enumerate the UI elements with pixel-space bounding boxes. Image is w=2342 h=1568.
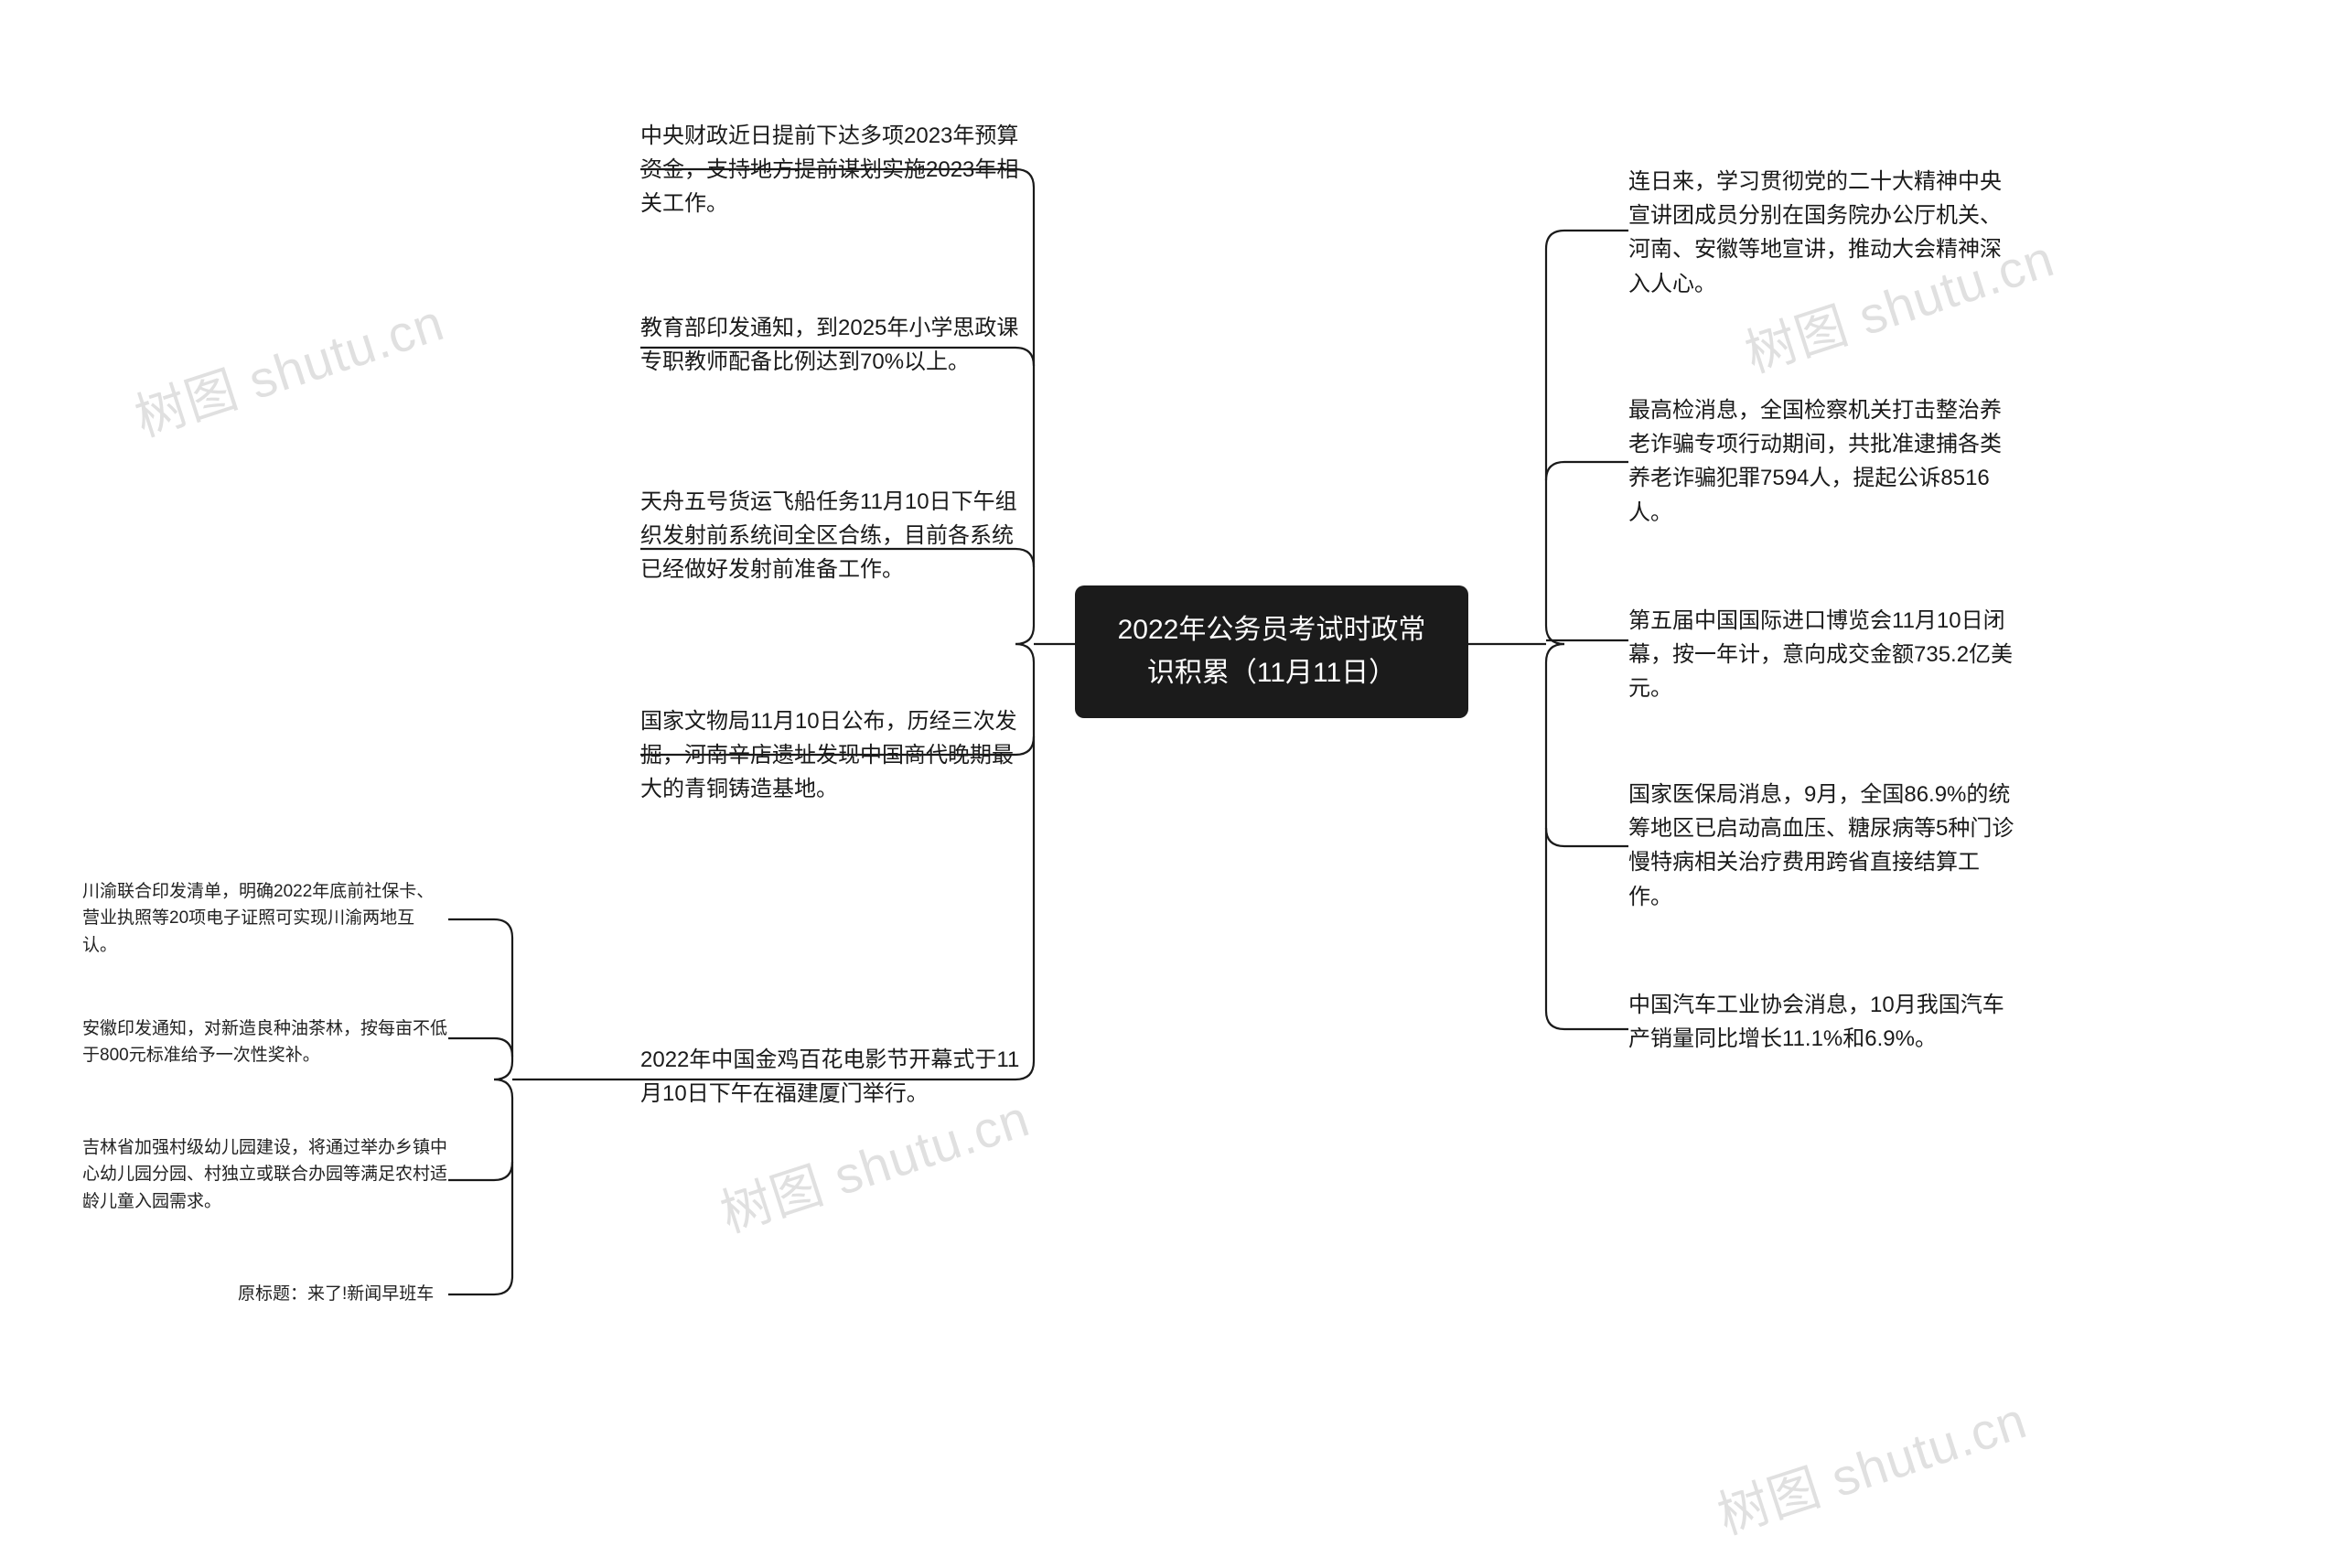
center-line1: 2022年公务员考试时政常 xyxy=(1118,615,1426,645)
left-node-2: 天舟五号货运飞船任务11月10日下午组织发射前系统间全区合练，目前各系统已经做好… xyxy=(640,485,1025,587)
sub-node-3: 原标题：来了!新闻早班车 xyxy=(238,1281,448,1307)
right-node-0: 连日来，学习贯彻党的二十大精神中央宣讲团成员分别在国务院办公厅机关、河南、安徽等… xyxy=(1628,165,2022,301)
watermark: 树图 shutu.cn xyxy=(1707,1380,2035,1549)
left-node-0: 中央财政近日提前下达多项2023年预算资金，支持地方提前谋划实施2023年相关工… xyxy=(640,119,1025,221)
right-node-3: 国家医保局消息，9月，全国86.9%的统筹地区已启动高血压、糖尿病等5种门诊慢特… xyxy=(1628,778,2022,914)
left-node-3: 国家文物局11月10日公布，历经三次发掘，河南辛店遗址发现中国商代晚期最大的青铜… xyxy=(640,704,1025,807)
sub-node-2: 吉林省加强村级幼儿园建设，将通过举办乡镇中心幼儿园分园、村独立或联合办园等满足农… xyxy=(82,1134,448,1215)
left-node-4: 2022年中国金鸡百花电影节开幕式于11月10日下午在福建厦门举行。 xyxy=(640,1043,1025,1111)
right-node-1: 最高检消息，全国检察机关打击整治养老诈骗专项行动期间，共批准逮捕各类养老诈骗犯罪… xyxy=(1628,393,2022,530)
center-topic: 2022年公务员考试时政常 识积累（11月11日） xyxy=(1075,585,1468,718)
watermark: 树图 shutu.cn xyxy=(124,282,452,451)
sub-node-1: 安徽印发通知，对新造良种油茶林，按每亩不低于800元标准给予一次性奖补。 xyxy=(82,1015,448,1069)
right-node-2: 第五届中国国际进口博览会11月10日闭幕，按一年计，意向成交金额735.2亿美元… xyxy=(1628,604,2022,706)
right-node-4: 中国汽车工业协会消息，10月我国汽车产销量同比增长11.1%和6.9%。 xyxy=(1628,988,2022,1056)
center-line2: 识积累（11月11日） xyxy=(1147,658,1396,688)
sub-node-0: 川渝联合印发清单，明确2022年底前社保卡、营业执照等20项电子证照可实现川渝两… xyxy=(82,878,448,959)
left-node-1: 教育部印发通知，到2025年小学思政课专职教师配备比例达到70%以上。 xyxy=(640,311,1025,379)
